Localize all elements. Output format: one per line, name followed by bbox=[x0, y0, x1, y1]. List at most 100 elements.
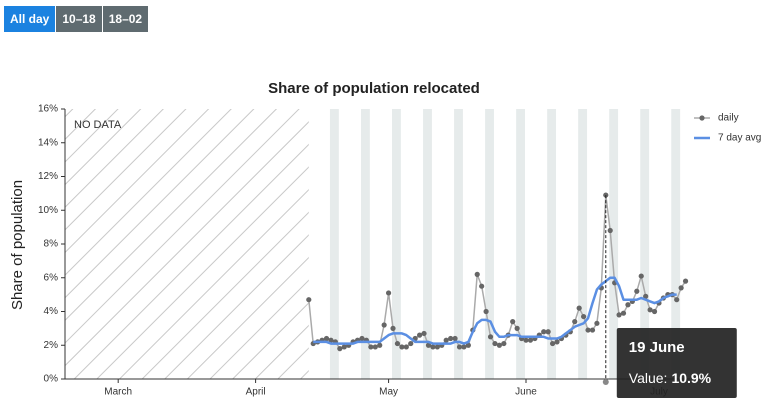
data-point bbox=[377, 342, 383, 348]
hover-marker bbox=[602, 379, 609, 385]
weekend-band bbox=[423, 109, 432, 379]
weekend-band bbox=[454, 109, 463, 379]
data-point bbox=[501, 340, 507, 347]
data-point bbox=[545, 329, 551, 335]
data-point bbox=[456, 344, 463, 350]
data-point bbox=[549, 340, 556, 347]
data-point bbox=[625, 302, 631, 308]
data-point bbox=[448, 335, 454, 342]
data-point bbox=[585, 327, 591, 333]
data-point bbox=[385, 290, 392, 296]
data-point bbox=[514, 325, 520, 331]
data-point bbox=[527, 337, 534, 343]
tooltip-value: Value: 10.9% bbox=[629, 370, 712, 386]
data-point bbox=[581, 313, 587, 320]
data-point bbox=[394, 340, 401, 347]
data-point bbox=[576, 305, 582, 311]
data-point bbox=[399, 344, 405, 350]
data-point bbox=[306, 297, 312, 303]
data-point bbox=[465, 342, 471, 348]
data-point bbox=[474, 271, 480, 277]
data-point bbox=[678, 285, 684, 291]
weekend-band bbox=[640, 109, 650, 379]
data-point bbox=[492, 340, 498, 347]
weekend-band bbox=[609, 109, 619, 379]
data-point bbox=[620, 310, 627, 316]
data-point bbox=[483, 308, 489, 315]
data-point bbox=[607, 227, 613, 234]
y-tick-label: 14% bbox=[38, 137, 58, 148]
data-point bbox=[372, 344, 378, 350]
data-point bbox=[647, 307, 653, 313]
y-tick-label: 10% bbox=[38, 205, 58, 216]
tooltip-value-number: 10.9% bbox=[671, 370, 711, 386]
tooltip-box bbox=[616, 328, 737, 398]
data-point bbox=[589, 327, 596, 333]
x-tick-label: April bbox=[246, 387, 266, 398]
weekend-band bbox=[671, 109, 681, 379]
y-tick-label: 8% bbox=[44, 239, 59, 250]
x-tick-label: March bbox=[104, 387, 132, 398]
data-point bbox=[328, 337, 334, 343]
data-point bbox=[616, 312, 622, 318]
data-point bbox=[461, 344, 467, 350]
no-data-region bbox=[65, 109, 309, 379]
range-buttons: All day 10–18 18–02 bbox=[4, 6, 149, 32]
data-point bbox=[674, 297, 680, 303]
series-line bbox=[313, 276, 677, 345]
data-point bbox=[381, 322, 387, 328]
data-point bbox=[341, 344, 347, 350]
y-tick-label: 16% bbox=[38, 104, 58, 115]
weekend-band bbox=[392, 109, 401, 379]
data-point bbox=[523, 337, 529, 343]
y-tick-label: 12% bbox=[38, 171, 58, 182]
data-point bbox=[368, 344, 374, 350]
y-tick-label: 4% bbox=[44, 306, 59, 317]
data-point bbox=[479, 283, 485, 289]
data-point bbox=[651, 308, 658, 315]
data-point bbox=[572, 319, 578, 325]
legend-label: daily bbox=[718, 113, 739, 124]
data-point bbox=[643, 293, 649, 299]
data-point bbox=[408, 340, 414, 347]
tooltip-title: 19 June bbox=[629, 339, 685, 356]
data-point bbox=[496, 342, 502, 348]
button[interactable]: 18–02 bbox=[102, 6, 149, 32]
data-point bbox=[417, 332, 423, 338]
data-point bbox=[434, 344, 440, 350]
data-point bbox=[337, 346, 343, 352]
x-tick-label: June bbox=[515, 387, 537, 398]
button[interactable]: 10–18 bbox=[56, 6, 102, 32]
data-point bbox=[390, 325, 396, 331]
data-point bbox=[634, 288, 640, 294]
data-point bbox=[452, 335, 458, 342]
data-point bbox=[594, 320, 600, 326]
data-point bbox=[638, 273, 644, 279]
y-tick-label: 0% bbox=[44, 374, 59, 385]
no-data-label: NO DATA bbox=[74, 119, 122, 131]
data-point bbox=[425, 342, 432, 348]
weekend-band bbox=[578, 109, 588, 379]
legend-swatch-point bbox=[699, 115, 705, 121]
tooltip: 19 June Value: 10.9% bbox=[616, 328, 737, 398]
chart-title: Share of population relocated bbox=[268, 80, 480, 97]
tooltip-value-label: Value: bbox=[629, 370, 668, 386]
weekend-band bbox=[516, 109, 525, 379]
data-point bbox=[430, 344, 436, 350]
data-point bbox=[421, 330, 427, 337]
weekend-band bbox=[360, 109, 370, 379]
data-point bbox=[554, 339, 560, 345]
data-point bbox=[541, 329, 547, 335]
y-axis-label: Share of population bbox=[9, 180, 26, 310]
data-point bbox=[487, 334, 494, 340]
weekend-band bbox=[547, 109, 557, 379]
x-tick-label: May bbox=[379, 387, 398, 398]
data-point bbox=[403, 344, 409, 350]
data-point bbox=[510, 319, 516, 325]
data-point bbox=[682, 278, 689, 284]
data-point bbox=[359, 335, 365, 342]
button[interactable]: All day bbox=[4, 6, 56, 32]
data-point bbox=[443, 337, 449, 343]
